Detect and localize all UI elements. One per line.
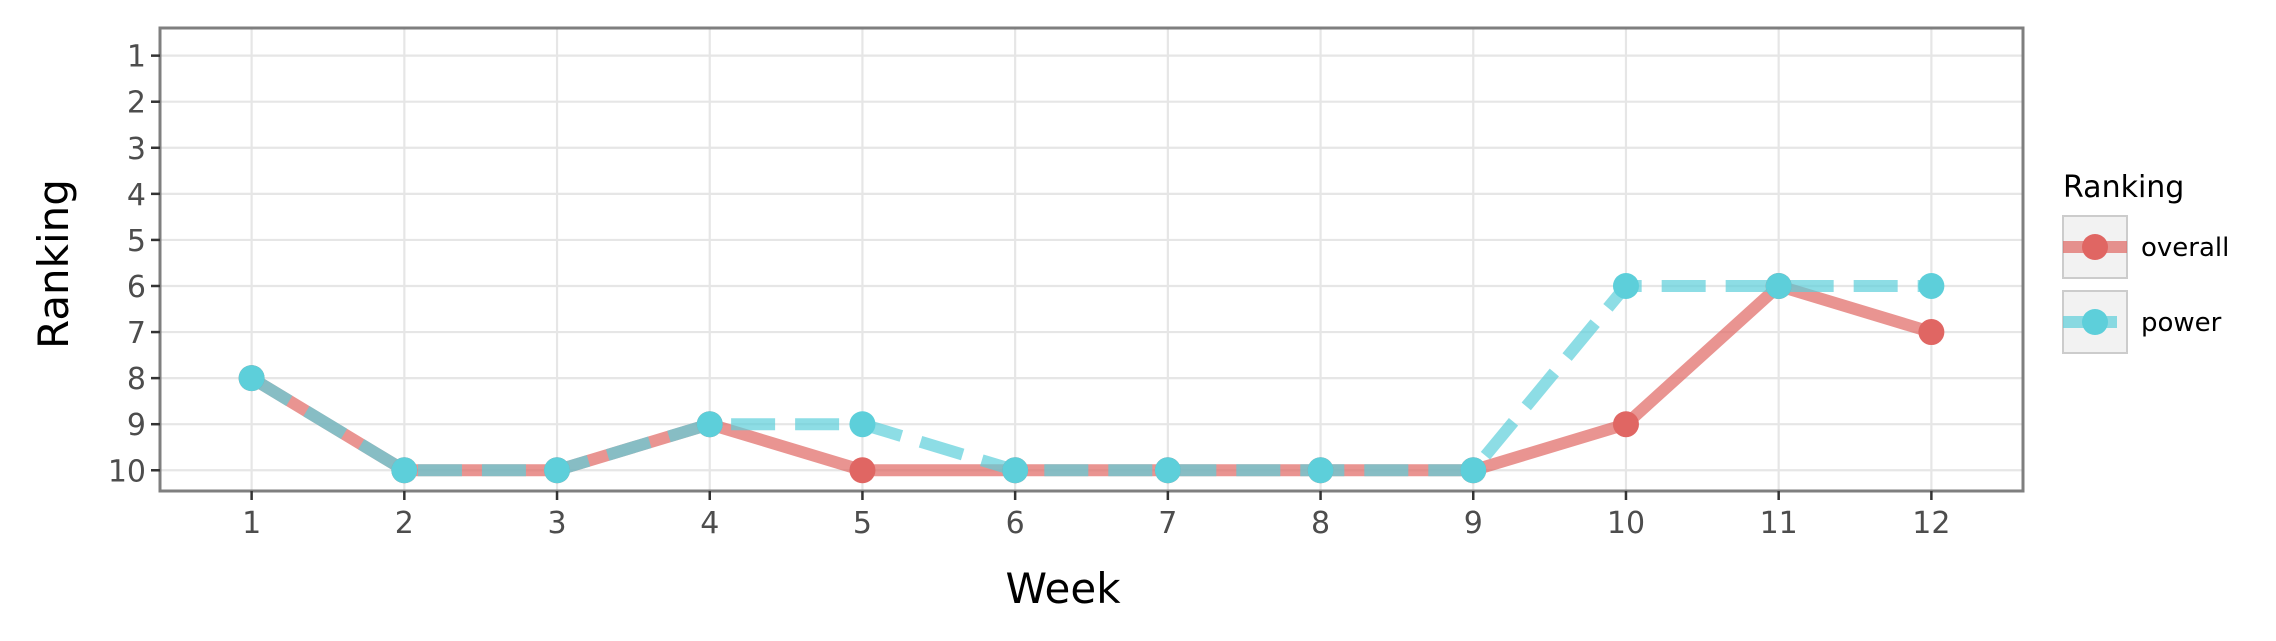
- x-tick-label: 12: [1912, 506, 1950, 541]
- y-tick-label: 9: [127, 408, 146, 443]
- x-tick-label: 8: [1311, 506, 1330, 541]
- legend-label-overall: overall: [2141, 233, 2229, 263]
- x-tick-label: 9: [1464, 506, 1483, 541]
- x-tick-label: 11: [1760, 506, 1798, 541]
- y-axis-title: Ranking: [29, 179, 78, 349]
- x-tick-label: 6: [1006, 506, 1025, 541]
- legend-label-power: power: [2141, 308, 2222, 338]
- data-point-power: [849, 411, 876, 438]
- data-point-power: [1154, 457, 1181, 484]
- data-point-power: [1612, 272, 1639, 299]
- y-tick-label: 2: [127, 86, 146, 121]
- plot-panel: [160, 28, 2023, 491]
- y-tick-label: 6: [127, 270, 146, 305]
- panel-border: [158, 26, 2025, 493]
- legend-marker-power: [2082, 309, 2108, 335]
- x-tick-label: 4: [700, 506, 719, 541]
- data-point-power: [696, 411, 723, 438]
- series-line-overall: [248, 280, 1934, 477]
- data-point-overall: [1918, 319, 1945, 346]
- x-tick-label: 3: [547, 506, 566, 541]
- x-tick-label: 1: [242, 506, 261, 541]
- data-point-power: [238, 365, 265, 392]
- y-tick-label: 8: [127, 362, 146, 397]
- data-point-overall: [849, 457, 876, 484]
- data-point-power: [1765, 272, 1792, 299]
- y-tick-label: 4: [127, 178, 146, 213]
- x-tick-label: 7: [1158, 506, 1177, 541]
- data-point-power: [391, 457, 418, 484]
- data-point-overall: [1612, 411, 1639, 438]
- series-layer: [238, 272, 1945, 484]
- y-tick-label: 5: [127, 224, 146, 259]
- data-point-power: [1460, 457, 1487, 484]
- y-tick-label: 3: [127, 132, 146, 167]
- x-tick-label: 5: [853, 506, 872, 541]
- y-tick-label: 10: [108, 454, 146, 489]
- legend: Ranking overall power: [2062, 170, 2229, 354]
- legend-marker-overall: [2082, 234, 2108, 260]
- data-point-power: [1918, 272, 1945, 299]
- panel-background: [160, 28, 2023, 491]
- x-tick-label: 10: [1607, 506, 1645, 541]
- data-point-power: [544, 457, 571, 484]
- y-tick-label: 1: [127, 40, 146, 75]
- legend-title: Ranking: [2063, 170, 2184, 205]
- data-point-power: [1002, 457, 1029, 484]
- x-axis-title: Week: [1005, 564, 1121, 613]
- y-tick-label: 7: [127, 316, 146, 351]
- data-point-power: [1307, 457, 1334, 484]
- x-tick-label: 2: [395, 506, 414, 541]
